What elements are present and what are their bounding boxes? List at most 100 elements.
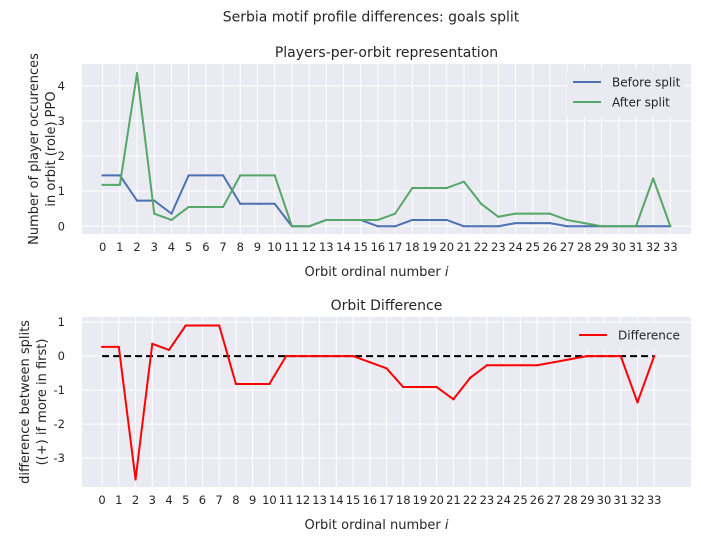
x-axis-label: Orbit ordinal number i — [304, 265, 448, 280]
x-tick-label: 30 — [597, 493, 612, 507]
legend-label: After split — [612, 96, 670, 110]
data-point — [402, 385, 405, 389]
data-point — [531, 212, 534, 215]
data-point — [187, 205, 190, 209]
data-point — [170, 212, 173, 215]
data-point — [619, 355, 622, 358]
data-point — [170, 218, 173, 222]
x-tick-label: 33 — [647, 493, 662, 507]
x-tick-label: 25 — [513, 493, 528, 507]
data-point — [552, 361, 555, 364]
data-point — [204, 205, 207, 209]
data-point — [359, 218, 362, 222]
x-tick-label: 26 — [530, 493, 545, 507]
data-point — [153, 212, 156, 215]
data-point — [411, 218, 414, 222]
data-point — [548, 212, 552, 215]
data-point — [569, 358, 572, 361]
data-point — [218, 324, 221, 327]
legend-label: Difference — [618, 329, 680, 343]
data-point — [256, 202, 259, 205]
data-point — [101, 174, 104, 177]
data-point — [101, 183, 104, 186]
x-tick-label: 17 — [379, 493, 394, 507]
data-point — [566, 225, 569, 228]
x-tick-label: 13 — [319, 240, 334, 254]
data-point — [167, 348, 171, 352]
x-tick-label: 21 — [457, 240, 472, 254]
data-point — [435, 385, 438, 389]
data-point — [445, 186, 448, 190]
x-tick-label: 15 — [346, 493, 361, 507]
legend-box — [573, 323, 685, 350]
x-tick-label: 17 — [388, 240, 403, 254]
x-tick-label: 10 — [267, 240, 282, 254]
x-tick-label: 7 — [216, 493, 223, 507]
legend-label: Before split — [612, 76, 681, 90]
data-point — [239, 202, 242, 205]
data-point — [428, 218, 431, 222]
x-tick-label: 4 — [165, 493, 172, 507]
figure-suptitle: Serbia motif profile differences: goals … — [223, 10, 520, 26]
y-tick-label: 2 — [58, 149, 65, 163]
x-tick-label: 30 — [611, 240, 626, 254]
x-tick-label: 26 — [543, 240, 558, 254]
series-line-1 — [102, 324, 656, 481]
data-point — [290, 225, 293, 228]
data-point — [318, 355, 321, 358]
data-point — [187, 174, 190, 177]
x-tick-label: 25 — [525, 240, 540, 254]
data-point — [251, 382, 254, 386]
data-point — [273, 174, 276, 177]
legend: Before split After split — [567, 70, 685, 117]
x-tick-label: 16 — [371, 240, 386, 254]
data-point — [351, 355, 355, 358]
data-point — [134, 478, 137, 481]
y-tick-label: 0 — [58, 349, 65, 363]
x-tick-label: 22 — [463, 493, 478, 507]
x-tick-label: 0 — [98, 493, 105, 507]
data-point — [325, 218, 328, 222]
x-tick-label: 31 — [629, 240, 644, 254]
x-tick-label: 16 — [362, 493, 377, 507]
data-point — [256, 174, 259, 177]
data-point — [485, 364, 488, 367]
x-tick-label: 29 — [594, 240, 609, 254]
data-point — [100, 345, 104, 349]
data-point — [634, 225, 638, 228]
x-tick-label: 0 — [99, 240, 106, 254]
data-point — [502, 364, 505, 367]
data-point — [653, 355, 656, 358]
x-tick-label: 11 — [279, 493, 294, 507]
data-point — [118, 183, 121, 186]
data-point — [519, 364, 522, 367]
data-point — [385, 367, 388, 370]
y-tick-label: -1 — [54, 383, 65, 397]
y-tick-label: -3 — [54, 451, 65, 465]
x-tick-label: 23 — [491, 240, 506, 254]
x-tick-label: 23 — [480, 493, 495, 507]
data-point — [583, 225, 586, 228]
data-point — [184, 324, 187, 327]
data-point — [135, 72, 139, 75]
data-point — [411, 186, 414, 190]
y-tick-label: 3 — [58, 114, 65, 128]
chart-title: Players-per-orbit representation — [275, 45, 498, 61]
y-axis-label-line: Number of player occurences — [27, 53, 42, 245]
y-axis-label-line: ((+) if more in first) — [35, 339, 50, 466]
x-tick-label: 19 — [413, 493, 428, 507]
data-point — [462, 180, 466, 183]
x-tick-label: 19 — [422, 240, 437, 254]
y-axis-label-line: in orbit (role) PPO — [44, 91, 59, 206]
data-point — [273, 202, 276, 205]
x-tick-label: 13 — [312, 493, 327, 507]
chart-2: 0 1 2 3 4 5 6 7 8 9 10 11 12 13 14 15 16 17 18 19 20 21 22 23 24… — [18, 298, 691, 533]
data-point — [301, 355, 304, 358]
y-tick-label: 0 — [58, 219, 65, 233]
x-axis-label-variable: i — [445, 518, 449, 533]
data-point — [418, 385, 422, 389]
data-point — [497, 215, 500, 218]
y-tick-label: 4 — [58, 79, 65, 93]
data-point — [151, 342, 154, 345]
data-point — [234, 382, 238, 386]
